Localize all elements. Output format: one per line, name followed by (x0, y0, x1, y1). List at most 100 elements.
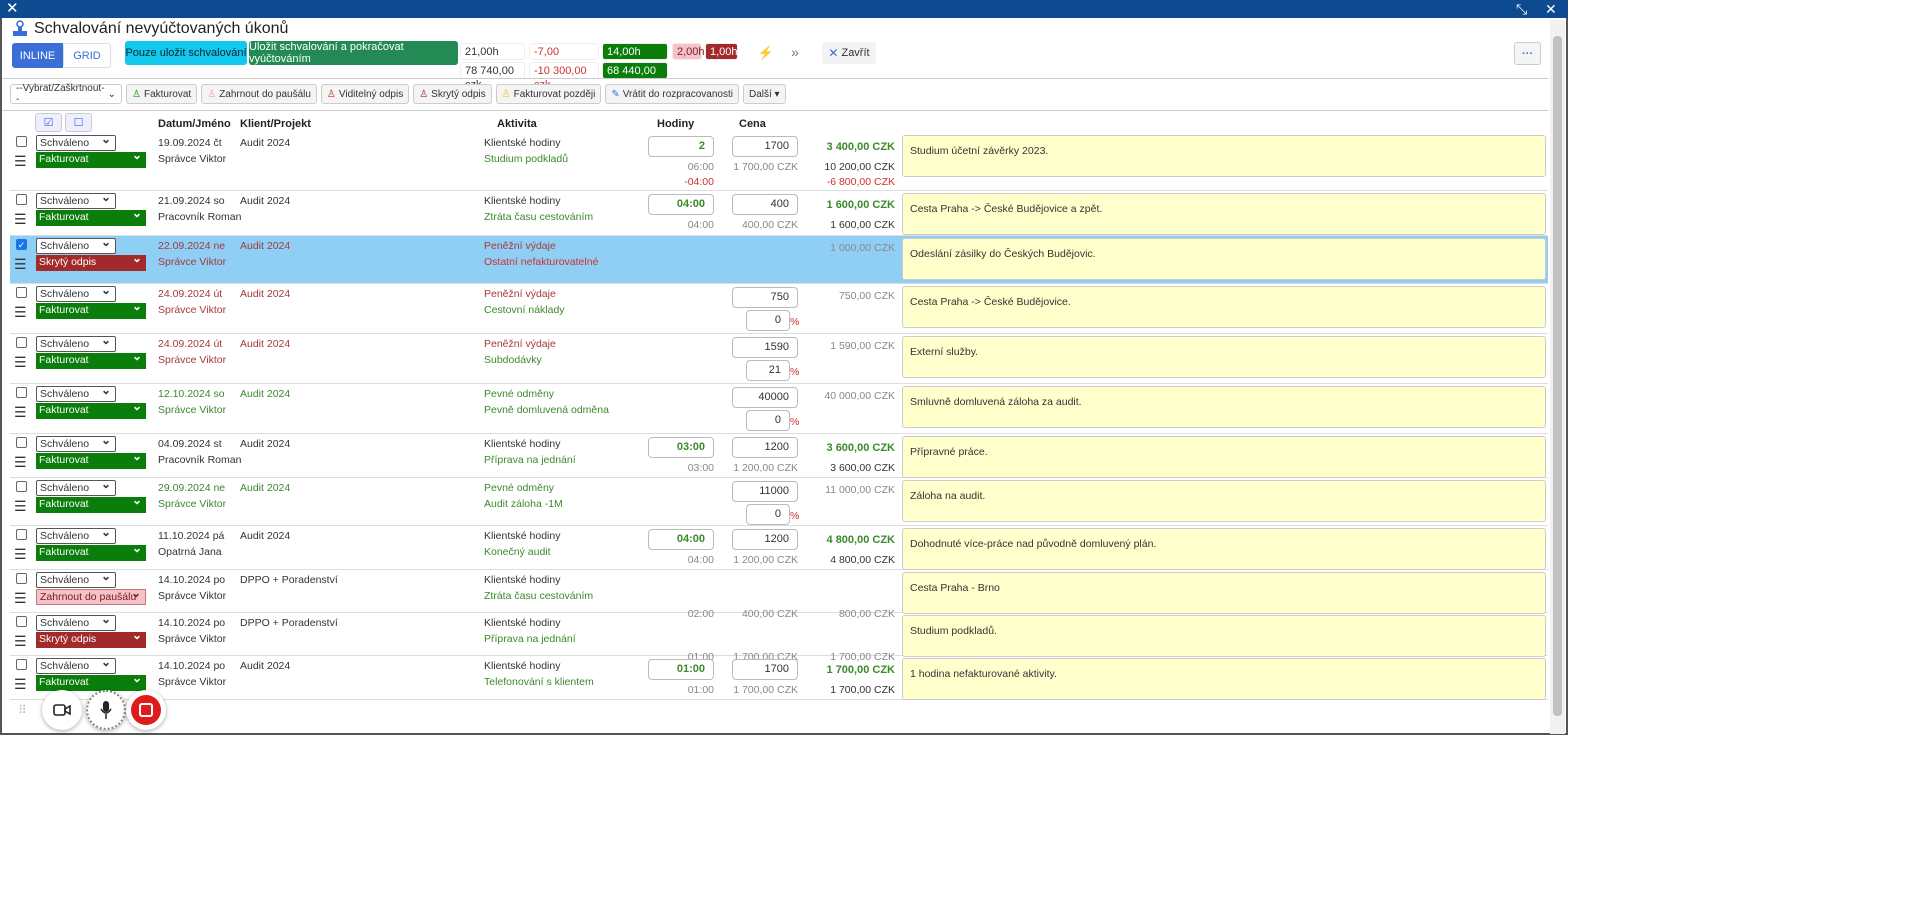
close-icon[interactable]: ✕ (6, 0, 19, 17)
tab-inline[interactable]: INLINE (12, 43, 63, 68)
note-field[interactable]: Přípravné práce. (902, 436, 1546, 478)
chart-icon[interactable]: ⚡ (757, 45, 775, 60)
percent-input[interactable]: 0 (746, 310, 790, 331)
more-options-button[interactable]: ··· (1514, 42, 1541, 65)
scrollbar[interactable] (1550, 20, 1565, 734)
save-only-button[interactable]: Pouze uložit schvalování (125, 41, 247, 65)
price-input[interactable]: 750 (732, 287, 798, 308)
toolbar-viditelny-odpis[interactable]: ♙ Viditelný odpis (320, 84, 410, 104)
action-select[interactable]: Zahrnout do paušálu (36, 586, 146, 605)
uncheck-all-button[interactable]: ☐ (65, 113, 92, 132)
status-select[interactable]: Schváleno (36, 132, 116, 151)
percent-input[interactable]: 21 (746, 360, 790, 381)
drag-handle-icon[interactable]: ☰ (14, 590, 27, 606)
note-field[interactable]: Studium podkladů. (902, 615, 1546, 657)
drag-handle-icon[interactable]: ☰ (14, 211, 27, 227)
drag-handle-icon[interactable]: ☰ (14, 153, 27, 169)
row-checkbox[interactable] (16, 573, 27, 584)
select-check-dropdown[interactable]: --Vybrat/Zaškrtnout-- ⌄ (10, 83, 122, 105)
row-checkbox[interactable] (16, 337, 27, 348)
check-all-button[interactable]: ☑ (35, 113, 62, 132)
double-chevron-right-icon[interactable]: » (791, 44, 799, 60)
price-input[interactable]: 11000 (732, 481, 798, 502)
action-select[interactable]: Skrytý odpis (36, 628, 146, 648)
drag-handle-icon[interactable]: ☰ (14, 256, 27, 272)
percent-input[interactable]: 0 (746, 504, 790, 525)
row-checkbox[interactable] (16, 194, 27, 205)
row-checkbox[interactable] (16, 387, 27, 398)
price-input[interactable]: 40000 (732, 387, 798, 408)
hours-input[interactable]: 03:00 (648, 437, 714, 458)
row-checkbox[interactable] (16, 437, 27, 448)
status-select[interactable]: Schváleno (36, 655, 116, 674)
toolbar-skryty-odpis[interactable]: ♙ Skrytý odpis (413, 84, 492, 104)
price-input[interactable]: 1700 (732, 659, 798, 680)
note-field[interactable]: Záloha na audit. (902, 480, 1546, 522)
action-select[interactable]: Fakturovat (36, 399, 146, 419)
hours-input[interactable]: 2 (648, 136, 714, 157)
drag-handle-icon[interactable]: ☰ (14, 498, 27, 514)
status-select[interactable]: Schváleno (36, 525, 116, 544)
tab-grid[interactable]: GRID (63, 43, 111, 68)
price-input[interactable]: 1700 (732, 136, 798, 157)
status-select[interactable]: Schváleno (36, 235, 116, 254)
row-checkbox[interactable] (16, 287, 27, 298)
status-select[interactable]: Schváleno (36, 569, 116, 588)
action-select[interactable]: Fakturovat (36, 299, 146, 319)
action-select[interactable]: Skrytý odpis (36, 251, 146, 271)
close-button[interactable]: ✕ Zavřít (822, 42, 876, 64)
status-select[interactable]: Schváleno (36, 333, 116, 352)
note-field[interactable]: Odeslání zásilky do Českých Budějovic. (902, 238, 1546, 280)
stop-button[interactable] (126, 690, 166, 730)
drag-handle-icon[interactable]: ☰ (14, 404, 27, 420)
note-field[interactable]: Cesta Praha -> České Budějovice a zpět. (902, 193, 1546, 235)
hours-input[interactable]: 04:00 (648, 194, 714, 215)
toolbar-fakturovat[interactable]: ♙ Fakturovat (126, 84, 198, 104)
note-field[interactable]: Dohodnuté více-práce nad původně domluve… (902, 528, 1546, 570)
status-select[interactable]: Schváleno (36, 477, 116, 496)
action-select[interactable]: Fakturovat (36, 671, 146, 691)
note-field[interactable]: Studium účetní závěrky 2023. (902, 135, 1546, 177)
action-select[interactable]: Fakturovat (36, 148, 146, 168)
toolbar-dalsi[interactable]: Další ▾ (742, 84, 786, 104)
save-continue-button[interactable]: Uložit schvalování a pokračovat vyúčtová… (249, 41, 458, 65)
camera-button[interactable] (42, 690, 82, 730)
status-select[interactable]: Schváleno (36, 283, 116, 302)
microphone-button[interactable] (86, 690, 126, 730)
close-window-icon[interactable]: ✕ (1545, 1, 1557, 17)
hours-input[interactable]: 04:00 (648, 529, 714, 550)
action-select[interactable]: Fakturovat (36, 493, 146, 513)
row-checkbox[interactable] (16, 659, 27, 670)
action-select[interactable]: Fakturovat (36, 449, 146, 469)
price-input[interactable]: 1590 (732, 337, 798, 358)
status-select[interactable]: Schváleno (36, 383, 116, 402)
note-field[interactable]: Smluvně domluvená záloha za audit. (902, 386, 1546, 428)
scrollbar-thumb[interactable] (1553, 36, 1562, 716)
status-select[interactable]: Schváleno (36, 433, 116, 452)
note-field[interactable]: Cesta Praha - Brno (902, 572, 1546, 614)
percent-input[interactable]: 0 (746, 410, 790, 431)
price-input[interactable]: 1200 (732, 437, 798, 458)
note-field[interactable]: Externí služby. (902, 336, 1546, 378)
note-field[interactable]: Cesta Praha -> České Budějovice. (902, 286, 1546, 328)
status-select[interactable]: Schváleno (36, 612, 116, 631)
compress-icon[interactable]: ⤡ (1516, 1, 1528, 17)
hours-input[interactable]: 01:00 (648, 659, 714, 680)
note-field[interactable]: 1 hodina nefakturované aktivity. (902, 658, 1546, 700)
row-checkbox[interactable] (16, 136, 27, 147)
row-checkbox[interactable]: ✓ (16, 239, 27, 250)
action-select[interactable]: Fakturovat (36, 541, 146, 561)
row-checkbox[interactable] (16, 616, 27, 627)
drag-handle-icon[interactable]: ☰ (14, 633, 27, 649)
toolbar-vratit[interactable]: ✎ Vrátit do rozpracovanosti (605, 84, 739, 104)
toolbar-fakturovat-pozdeji[interactable]: ♙ Fakturovat později (495, 84, 602, 104)
drag-handle-icon[interactable]: ☰ (14, 546, 27, 562)
price-input[interactable]: 400 (732, 194, 798, 215)
price-input[interactable]: 1200 (732, 529, 798, 550)
drag-handle-icon[interactable]: ☰ (14, 304, 27, 320)
action-select[interactable]: Fakturovat (36, 349, 146, 369)
row-checkbox[interactable] (16, 529, 27, 540)
drag-handle-icon[interactable]: ⠿ (18, 703, 27, 717)
drag-handle-icon[interactable]: ☰ (14, 354, 27, 370)
status-select[interactable]: Schváleno (36, 190, 116, 209)
